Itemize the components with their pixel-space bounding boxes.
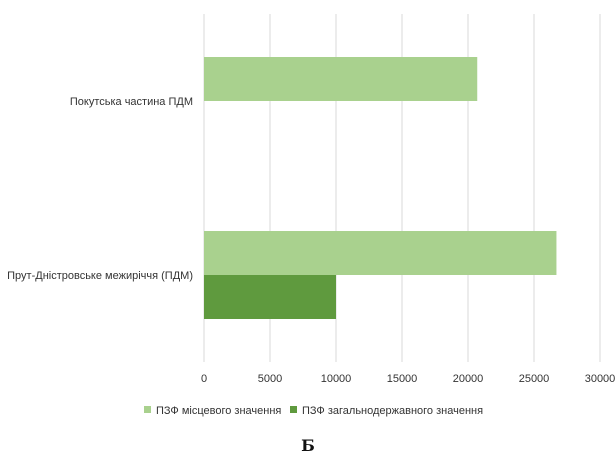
x-tick-label: 20000 [453, 373, 484, 385]
x-tick-label: 25000 [519, 373, 550, 385]
legend-label: ПЗФ загальнодержавного значення [302, 405, 483, 417]
x-tick-label: 15000 [387, 373, 418, 385]
x-axis-tick-labels: 0 5000 10000 15000 20000 25000 30000 [201, 373, 615, 385]
x-tick-label: 30000 [585, 373, 616, 385]
bars [204, 57, 557, 319]
bar [204, 57, 478, 101]
x-tick-label: 0 [201, 373, 207, 385]
category-label: Прут-Дністровське межиріччя (ПДМ) [7, 270, 193, 282]
legend-label: ПЗФ місцевого значення [156, 405, 281, 417]
bar [204, 231, 557, 275]
category-labels: Покутська частина ПДМ Прут-Дністровське м… [7, 96, 193, 282]
x-tick-label: 5000 [258, 373, 282, 385]
x-tick-label: 10000 [321, 373, 352, 385]
figure-caption: Б [301, 436, 315, 455]
legend-swatch [144, 406, 151, 413]
bar [204, 275, 336, 319]
legend: ПЗФ місцевого значення ПЗФ загальнодержав… [144, 405, 483, 417]
legend-swatch [290, 406, 297, 413]
category-label: Покутська частина ПДМ [70, 96, 193, 108]
